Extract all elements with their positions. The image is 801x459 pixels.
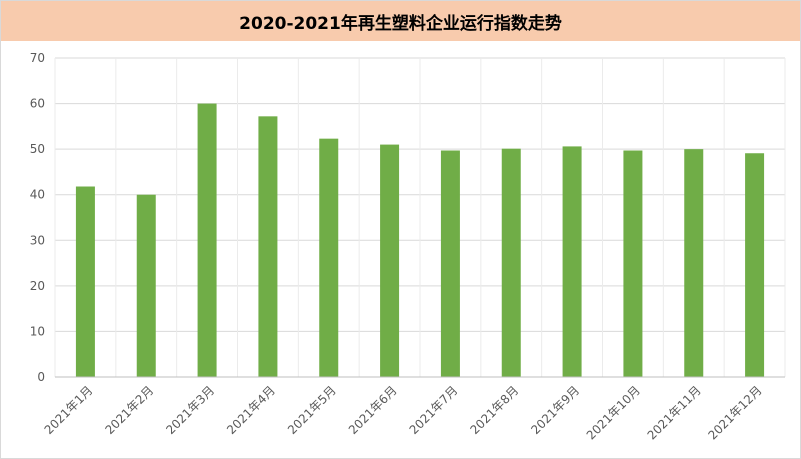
bar — [684, 149, 704, 377]
chart-title: 2020-2021年再生塑料企业运行指数走势 — [239, 13, 562, 34]
x-tick-label: 2021年7月 — [407, 383, 461, 437]
bar — [623, 150, 643, 377]
bar — [258, 116, 278, 378]
x-tick-label: 2021年1月 — [42, 383, 96, 437]
y-tick-label: 10 — [30, 324, 45, 338]
bar — [562, 146, 582, 377]
bar — [380, 144, 400, 377]
x-tick-label: 2021年12月 — [705, 383, 764, 442]
y-tick-label: 0 — [37, 370, 45, 384]
x-tick-label: 2021年5月 — [285, 383, 339, 437]
x-tick-label: 2021年6月 — [346, 383, 400, 437]
bar — [745, 153, 765, 377]
gridlines — [54, 57, 786, 378]
y-tick-label: 70 — [30, 51, 45, 65]
x-tick-label: 2021年11月 — [645, 383, 704, 442]
x-tick-label: 2021年3月 — [163, 383, 217, 437]
chart-title-bar: 2020-2021年再生塑料企业运行指数走势 — [1, 1, 800, 41]
bar — [501, 148, 521, 377]
bar — [75, 186, 95, 377]
x-tick-label: 2021年9月 — [528, 383, 582, 437]
x-tick-label: 2021年4月 — [224, 383, 278, 437]
x-tick-label: 2021年10月 — [584, 383, 643, 442]
bar — [136, 194, 156, 377]
y-tick-label: 50 — [30, 142, 45, 156]
bar — [197, 103, 217, 378]
x-axis: 2021年1月 2021年2月 2021年3月 2021年4月 2021年5月 2021年… — [42, 376, 785, 442]
y-tick-label: 30 — [30, 233, 45, 247]
y-tick-label: 40 — [30, 188, 45, 202]
x-tick-label: 2021年2月 — [102, 383, 156, 437]
bar — [319, 138, 339, 377]
bar — [440, 150, 460, 377]
y-tick-label: 20 — [30, 279, 45, 293]
y-axis: 0 10 20 30 40 50 60 70 — [30, 51, 45, 384]
x-tick-label: 2021年8月 — [467, 383, 521, 437]
bars — [75, 103, 765, 378]
y-tick-label: 60 — [30, 97, 45, 111]
